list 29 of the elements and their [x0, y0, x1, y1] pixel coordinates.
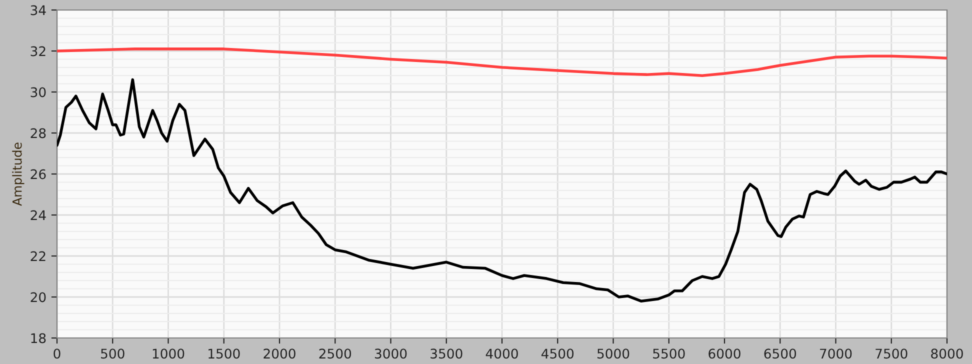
y-tick-label: 30 — [30, 87, 46, 98]
line-series — [57, 78, 947, 302]
x-tick-label: 5500 — [653, 348, 685, 359]
y-tick-label: 24 — [30, 210, 46, 220]
y-tick-label: 28 — [30, 128, 46, 138]
x-tick-label: 6000 — [708, 348, 740, 359]
x-tick-label: 7000 — [820, 348, 852, 359]
y-tick-label: 34 — [30, 5, 46, 16]
x-tick-label: 0 — [54, 348, 60, 359]
x-tick-label: 500 — [101, 348, 124, 359]
y-tick-label: 22 — [30, 251, 46, 262]
x-tick-label: 2000 — [264, 348, 296, 359]
y-tick-label: 32 — [30, 46, 46, 56]
y-tick-label: 18 — [31, 333, 46, 344]
x-tick-label: 1500 — [208, 348, 240, 359]
x-tick-label: 8000 — [931, 348, 963, 359]
x-tick-label: 7500 — [876, 348, 908, 359]
x-tick-label: 1000 — [152, 348, 184, 359]
x-tick-label: 3500 — [430, 348, 462, 359]
x-tick-label: 6500 — [764, 348, 796, 359]
y-tick-label: 26 — [30, 169, 46, 180]
y-tick-label: 20 — [30, 292, 46, 302]
line-series — [57, 48, 947, 77]
x-tick-label: 2500 — [319, 348, 352, 359]
x-tick-label: 5000 — [597, 348, 630, 359]
y-axis-title: Amplitude — [12, 142, 24, 206]
x-tick-label: 4500 — [541, 348, 574, 359]
x-tick-label: 3000 — [374, 348, 407, 359]
x-tick-label: 4000 — [486, 348, 518, 359]
